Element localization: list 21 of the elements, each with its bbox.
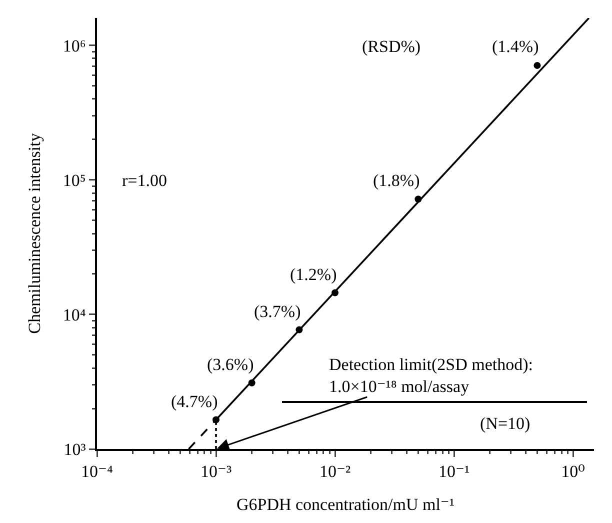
y-tick-label: 10⁵ (62, 170, 86, 190)
annotation: r=1.00 (122, 171, 167, 190)
y-axis-title: Chemiluminescence intensity (24, 132, 44, 334)
y-tick-label: 10⁶ (62, 36, 86, 56)
annotation: (3.7%) (254, 302, 301, 321)
annotation: Detection limit(2SD method): 1.0×10⁻¹⁸ mol/assay (329, 355, 533, 396)
annotation: (4.7%) (171, 392, 218, 411)
y-tick-label: 10⁴ (62, 305, 86, 324)
annotation: (1.2%) (290, 265, 337, 284)
annotation: (RSD%) (362, 37, 421, 56)
x-tick-label: 10⁻⁴ (81, 462, 114, 482)
annotation: (3.6%) (207, 355, 254, 374)
annotation: (1.8%) (373, 171, 420, 190)
annotation: (N=10) (480, 414, 530, 433)
x-tick-label: 10⁰ (561, 462, 586, 482)
y-tick-label: 10³ (64, 440, 86, 459)
x-tick-label: 10⁻² (319, 462, 351, 482)
x-axis-title: G6PDH concentration/mU ml⁻¹ (236, 495, 455, 514)
x-tick-label: 10⁻¹ (438, 462, 470, 482)
annotation: (1.4%) (492, 37, 539, 56)
x-tick-label: 10⁻³ (200, 462, 232, 482)
